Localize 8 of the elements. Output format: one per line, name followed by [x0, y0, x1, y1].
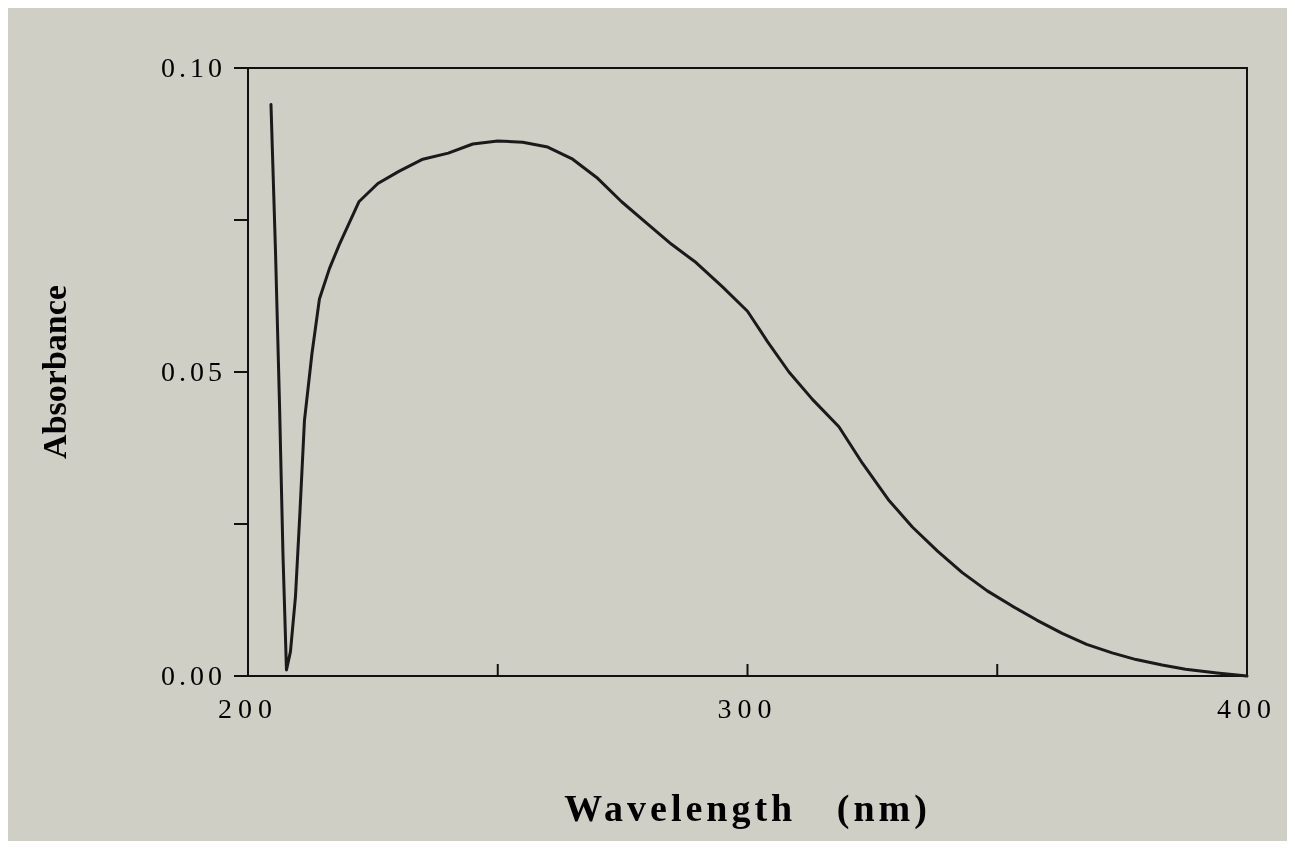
y-tick-label: 0.10	[161, 52, 226, 83]
x-tick-label: 300	[717, 693, 778, 724]
y-axis-title: Absorbance	[36, 285, 73, 459]
x-axis-title: Wavelength (nm)	[564, 787, 931, 830]
x-tick-label: 200	[218, 693, 278, 724]
x-tick-label: 400	[1217, 693, 1277, 724]
y-tick-label: 0.05	[161, 356, 226, 387]
y-tick-label: 0.00	[161, 660, 226, 691]
